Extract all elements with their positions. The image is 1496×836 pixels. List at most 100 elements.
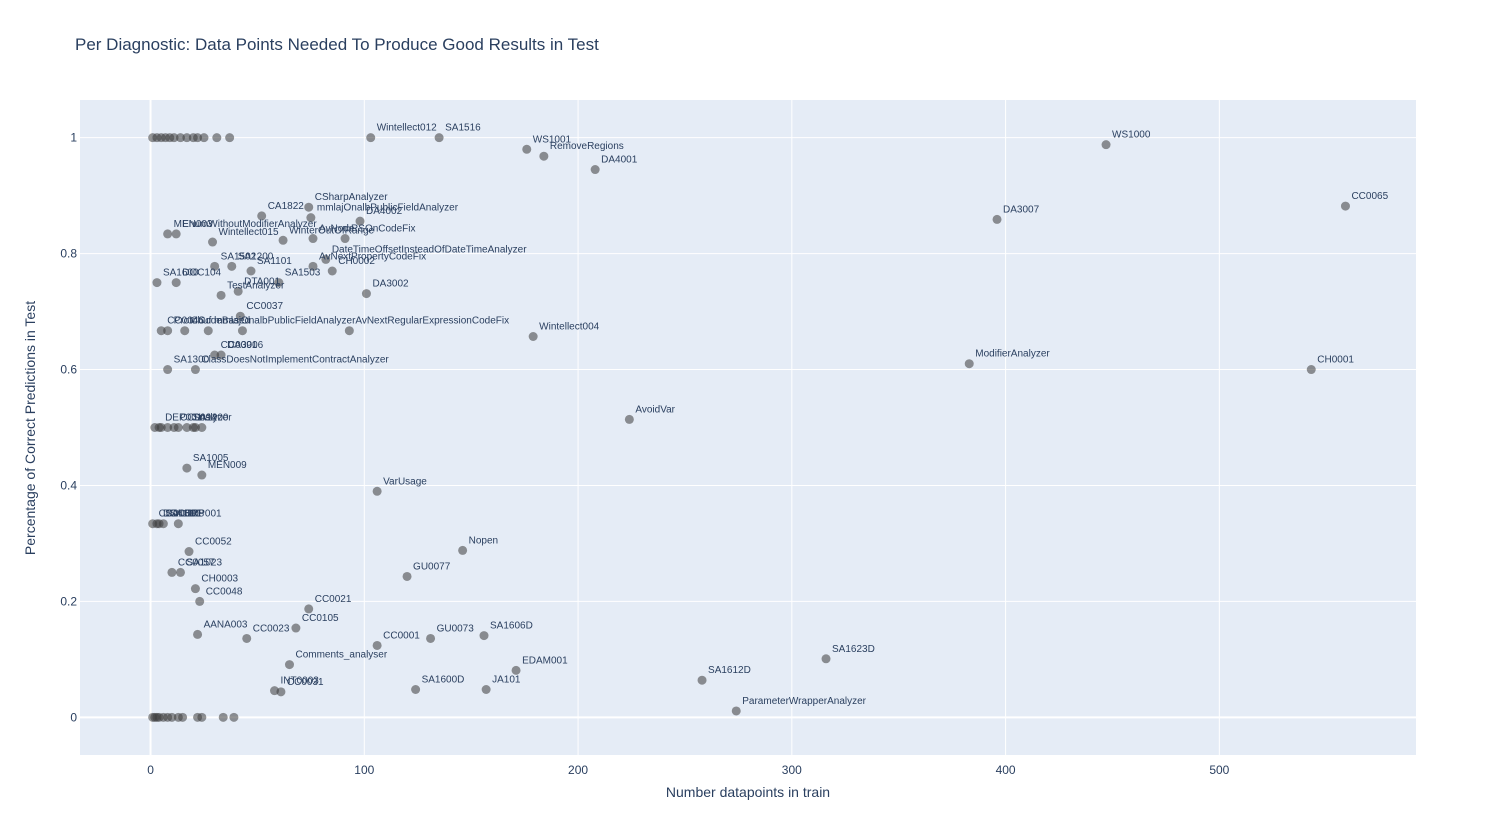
data-point[interactable] — [158, 519, 168, 529]
point-label: CC0052 — [195, 537, 232, 548]
data-point[interactable] — [152, 278, 162, 288]
data-point[interactable] — [173, 519, 183, 529]
data-point[interactable] — [175, 567, 185, 577]
data-point[interactable] — [992, 214, 1002, 224]
data-point[interactable] — [1340, 201, 1350, 211]
data-point[interactable] — [274, 278, 284, 288]
data-point[interactable] — [163, 423, 173, 432]
data-point[interactable] — [481, 685, 491, 694]
point-label: ERP001 — [184, 509, 222, 520]
data-point[interactable] — [229, 712, 239, 722]
data-point[interactable] — [308, 261, 318, 271]
point-label: SA1000 — [165, 509, 201, 520]
data-point[interactable] — [171, 229, 181, 239]
grid-layer — [80, 100, 1416, 755]
data-point[interactable] — [203, 326, 213, 336]
data-point[interactable] — [163, 326, 173, 336]
data-point[interactable] — [190, 365, 200, 375]
data-point[interactable] — [344, 326, 354, 336]
data-point[interactable] — [366, 133, 376, 143]
data-point[interactable] — [182, 463, 192, 473]
data-point[interactable] — [163, 365, 173, 375]
data-point[interactable] — [697, 675, 707, 685]
data-point[interactable] — [199, 133, 209, 143]
data-point[interactable] — [458, 545, 468, 555]
data-point[interactable] — [210, 350, 220, 360]
data-point[interactable] — [216, 290, 226, 300]
data-point[interactable] — [306, 213, 316, 223]
point-label: SA1200 — [193, 413, 229, 424]
data-point[interactable] — [624, 414, 634, 424]
data-point[interactable] — [964, 359, 974, 369]
data-point[interactable] — [182, 133, 192, 143]
data-point[interactable] — [479, 631, 489, 641]
data-point[interactable] — [208, 237, 218, 247]
data-point[interactable] — [184, 547, 194, 557]
data-point[interactable] — [197, 423, 207, 432]
data-point[interactable] — [163, 229, 173, 239]
data-point[interactable] — [195, 596, 205, 606]
y-tick-label: 0.6 — [60, 363, 77, 377]
data-point[interactable] — [175, 133, 185, 143]
data-point[interactable] — [539, 151, 549, 161]
data-point[interactable] — [233, 286, 243, 296]
point-label: SA1023 — [186, 557, 222, 568]
data-point[interactable] — [193, 133, 203, 143]
data-point[interactable] — [411, 685, 421, 694]
data-point[interactable] — [522, 144, 532, 154]
data-point[interactable] — [167, 567, 177, 577]
data-point[interactable] — [235, 311, 245, 321]
data-point[interactable] — [180, 326, 190, 336]
data-point[interactable] — [246, 266, 256, 276]
data-point[interactable] — [304, 202, 314, 212]
data-point[interactable] — [402, 571, 412, 581]
data-point[interactable] — [193, 629, 203, 639]
point-label: AvNode — [319, 224, 355, 235]
data-point[interactable] — [173, 423, 183, 432]
data-point[interactable] — [355, 216, 365, 226]
data-point[interactable] — [511, 665, 521, 675]
data-point[interactable] — [156, 423, 166, 432]
data-point[interactable] — [821, 654, 831, 664]
data-point[interactable] — [361, 289, 371, 299]
data-point[interactable] — [291, 623, 301, 633]
data-point[interactable] — [276, 687, 286, 697]
data-point[interactable] — [304, 604, 314, 614]
data-point[interactable] — [1306, 365, 1316, 375]
data-point[interactable] — [190, 584, 200, 594]
data-point[interactable] — [257, 211, 267, 221]
data-point[interactable] — [284, 660, 294, 670]
data-point[interactable] — [227, 261, 237, 271]
data-point[interactable] — [197, 712, 207, 722]
data-point[interactable] — [372, 486, 382, 496]
data-point[interactable] — [216, 350, 226, 360]
data-point[interactable] — [434, 133, 444, 143]
data-point[interactable] — [156, 326, 166, 336]
data-point[interactable] — [190, 423, 200, 432]
data-point[interactable] — [225, 133, 235, 143]
point-label: SA1101 — [257, 256, 292, 267]
data-point[interactable] — [212, 133, 222, 143]
data-point[interactable] — [1101, 140, 1111, 150]
data-point[interactable] — [278, 235, 288, 245]
data-point[interactable] — [237, 326, 247, 336]
data-point[interactable] — [210, 261, 220, 271]
data-point[interactable] — [590, 165, 600, 175]
data-point[interactable] — [731, 706, 741, 716]
data-point[interactable] — [197, 470, 207, 480]
data-point[interactable] — [327, 266, 337, 276]
data-point[interactable] — [178, 712, 188, 722]
data-point[interactable] — [218, 712, 228, 722]
data-point[interactable] — [340, 234, 350, 244]
data-point[interactable] — [321, 254, 331, 264]
data-point[interactable] — [169, 133, 179, 143]
data-point[interactable] — [242, 633, 252, 643]
data-point[interactable] — [171, 278, 181, 288]
data-point[interactable] — [167, 712, 177, 722]
data-point[interactable] — [372, 640, 382, 650]
data-point[interactable] — [182, 423, 192, 432]
data-point[interactable] — [528, 331, 538, 341]
data-point[interactable] — [308, 234, 318, 244]
data-point[interactable] — [426, 633, 436, 643]
point-label: CC0094 — [180, 413, 217, 424]
